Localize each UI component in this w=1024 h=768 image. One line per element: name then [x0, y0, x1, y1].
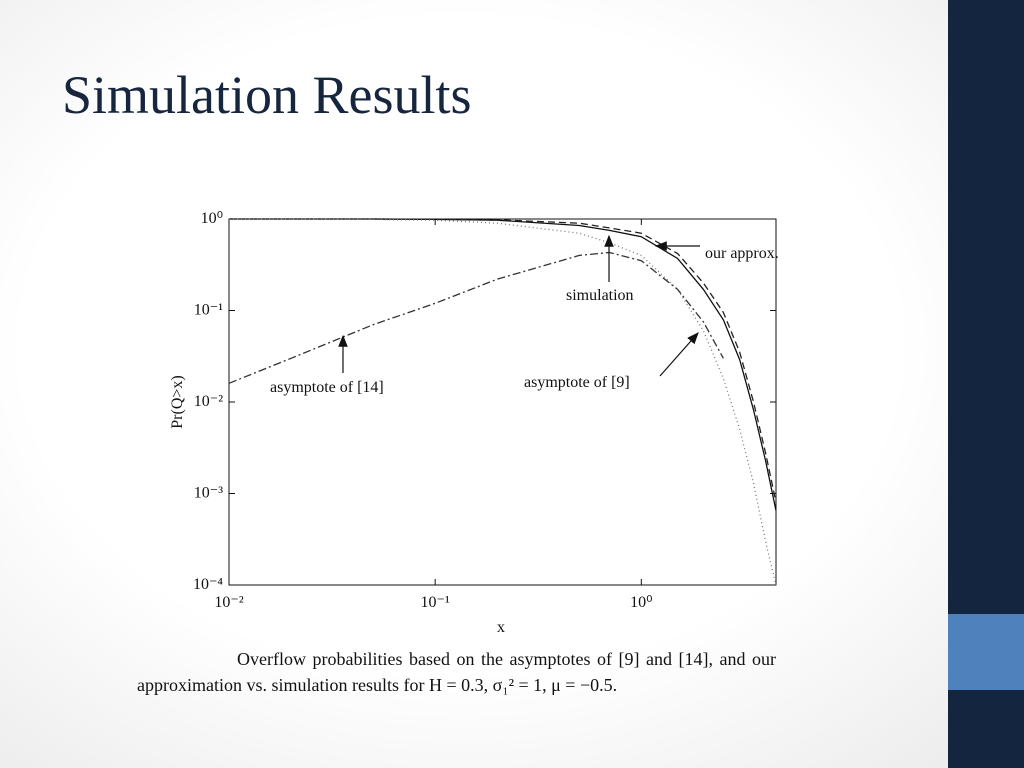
slide-title: Simulation Results	[62, 65, 472, 125]
x-tick-label: 10⁻²	[214, 594, 243, 611]
y-tick-label: 10⁻³	[194, 485, 223, 502]
series-annotation: asymptote of [9]	[524, 374, 630, 391]
plot-area	[228, 218, 777, 586]
y-tick-label: 10⁻⁴	[193, 576, 223, 593]
x-tick-label: 10⁰	[630, 594, 652, 611]
series-line	[229, 218, 777, 503]
x-tick-label: 10⁻¹	[421, 594, 450, 611]
caption: Overflow probabilities based on the asym…	[137, 649, 776, 695]
annotation-arrow	[659, 332, 699, 377]
series-annotation: our approx.	[705, 245, 779, 262]
series-annotation: simulation	[566, 287, 634, 304]
y-tick-label: 10⁰	[201, 210, 223, 227]
side-accent	[948, 614, 1024, 690]
y-tick-label: 10⁻¹	[194, 302, 223, 319]
series-annotation: asymptote of [14]	[270, 379, 384, 396]
chart: x Pr(Q>x) 10⁻² 10⁻¹ 10⁰ 10⁻⁴ 10⁻³ 10⁻² 10⁻¹ 10⁰…	[169, 210, 779, 636]
series-line	[229, 218, 777, 586]
series-line	[228, 251, 724, 384]
x-axis-label: x	[497, 619, 505, 636]
y-axis-label: Pr(Q>x)	[169, 375, 186, 428]
y-tick-label: 10⁻²	[194, 393, 223, 410]
